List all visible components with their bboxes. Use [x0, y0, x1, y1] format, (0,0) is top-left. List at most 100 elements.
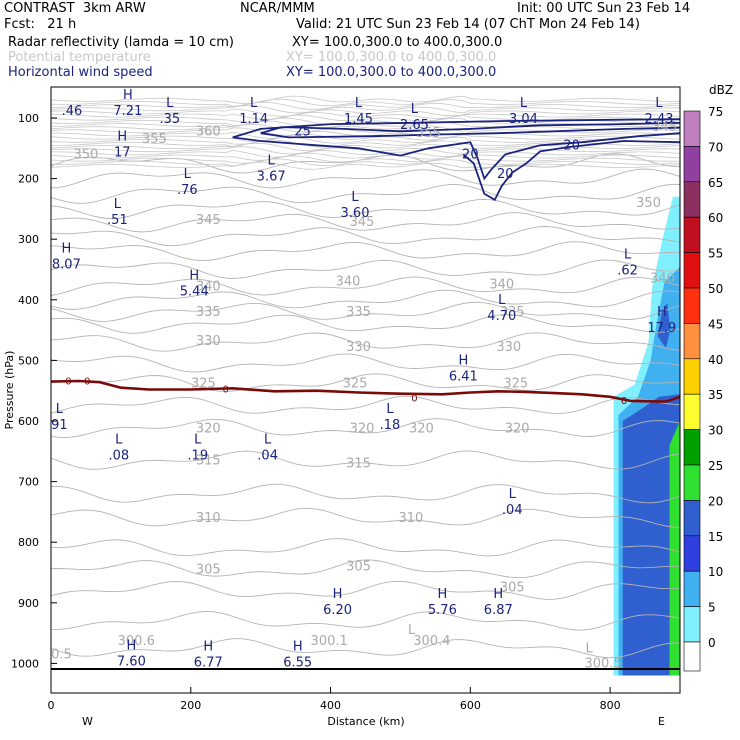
colorbar-swatch: [683, 641, 701, 672]
wind-contours: [232, 118, 680, 202]
extremum-value: 8.07: [52, 257, 81, 272]
theta-label: 320: [196, 421, 221, 436]
theta-contour: [51, 353, 680, 373]
theta-label: 340: [489, 278, 514, 293]
extremum-letter: H: [293, 640, 303, 655]
extremum-value: 17.9: [647, 321, 676, 336]
extremum-letter: L: [411, 102, 419, 117]
theta-contour: [51, 332, 680, 352]
theta-contour: [51, 108, 680, 117]
extremum-letter: L: [655, 96, 663, 111]
theta-label: 345: [652, 120, 677, 135]
colorbar-swatch: [683, 181, 701, 218]
colorbar-level: 55: [708, 247, 723, 261]
theta-contour: [51, 559, 680, 579]
east-label: E: [658, 715, 665, 728]
theta-label: 305: [346, 559, 371, 574]
extremum-letter: L: [351, 190, 359, 205]
theta-contour: [51, 450, 680, 470]
theta-contour: [51, 146, 680, 155]
extremum-letter: H: [203, 640, 213, 655]
extremum-letter: L: [250, 96, 258, 111]
theta-label: 300.1: [311, 634, 348, 649]
extremum-letter: H: [126, 638, 136, 653]
theta-label: 315: [346, 456, 371, 471]
extremum-value: .19: [187, 448, 208, 463]
colorbar-level: 15: [708, 530, 723, 544]
extremum-value: 6.77: [194, 656, 223, 671]
forecast-hour: Fcst: 21 h: [4, 17, 77, 32]
theta-label: 300.4: [413, 634, 450, 649]
theta-label: 0.5: [51, 647, 72, 662]
theta-label: L: [586, 641, 594, 656]
y-tick-label: 1000: [11, 657, 39, 670]
field-wind-xy: XY= 100.0,300.0 to 400.0,300.0: [286, 65, 497, 80]
extremum-value: .62: [617, 263, 638, 278]
extremum-letter: H: [189, 269, 199, 284]
colorbar-level: 70: [708, 140, 723, 154]
colorbar-level: 10: [708, 565, 723, 579]
theta-label: 330: [346, 340, 371, 355]
colorbar-level: 5: [708, 601, 716, 615]
colorbar-swatch: [683, 146, 701, 183]
extremum-value: .04: [502, 503, 523, 518]
theta-contour: [51, 161, 680, 170]
field-reflectivity-xy: XY= 100.0,300.0 to 400.0,300.0: [292, 35, 503, 50]
extremum-value: 7.60: [117, 654, 146, 669]
y-tick-label: 500: [18, 354, 39, 367]
extremum-letter: L: [184, 167, 192, 182]
extremum-value: 2.65: [400, 118, 429, 133]
colorbar-level: 40: [708, 353, 723, 367]
extremum-value: 17: [114, 145, 131, 160]
extremum-letter: L: [509, 487, 517, 502]
theta-label: 335: [500, 305, 525, 320]
extremum-value: 91: [51, 418, 68, 433]
field-theta-xy: XY= 100.0,300.0 to 400.0,300.0: [286, 50, 497, 65]
colorbar-level: 60: [708, 211, 723, 225]
extremum-value: 4.70: [487, 309, 516, 324]
extremum-value: .76: [177, 183, 198, 198]
theta-label: 315: [196, 453, 221, 468]
colorbar-level: 50: [708, 282, 723, 296]
model-title: CONTRAST 3km ARW: [4, 1, 146, 16]
colorbar-swatch: [683, 535, 701, 572]
extremum-value: 3.60: [341, 206, 370, 221]
colorbar-swatch: [683, 429, 701, 466]
extremum-value: 3.67: [257, 170, 286, 185]
colorbar-swatch: [683, 606, 701, 643]
theta-contour: [51, 101, 680, 110]
x-tick-label: 800: [600, 699, 621, 712]
echo-region: [669, 421, 680, 676]
extremum-letter: L: [355, 96, 363, 111]
extremum-value: .18: [380, 418, 401, 433]
extremum-value: 1.45: [344, 112, 373, 127]
freezing-label: 0: [621, 396, 627, 407]
extremum-letter: H: [657, 305, 667, 320]
theta-label: 350: [74, 147, 99, 162]
y-tick-label: 700: [18, 476, 39, 489]
extremum-letter: H: [123, 88, 133, 103]
extremum-value: 6.41: [449, 370, 478, 385]
wind-contour: [260, 121, 680, 139]
plot-frame: [50, 86, 681, 694]
center-label: NCAR/MMM: [240, 1, 315, 16]
theta-contour: [51, 418, 680, 439]
theta-label: 300.6: [118, 634, 155, 649]
freezing-label: 0: [84, 377, 90, 388]
x-tick-label: 0: [48, 699, 55, 712]
theta-contour: [51, 142, 680, 151]
y-tick-label: 800: [18, 536, 39, 549]
freezing-label: 0: [223, 384, 229, 395]
colorbar-level: 30: [708, 424, 723, 438]
theta-contour: [51, 538, 680, 557]
colorbar-level: 25: [708, 459, 723, 473]
extremum-letter: L: [56, 402, 64, 417]
colorbar-level: 45: [708, 317, 723, 331]
theta-contour: [51, 226, 680, 247]
theta-contour: [51, 276, 680, 296]
extremum-letter: H: [117, 129, 127, 144]
theta-contour: [51, 638, 680, 659]
extremum-value: 3.04: [509, 112, 538, 127]
theta-label: 320: [350, 421, 375, 436]
theta-label: 335: [346, 305, 371, 320]
